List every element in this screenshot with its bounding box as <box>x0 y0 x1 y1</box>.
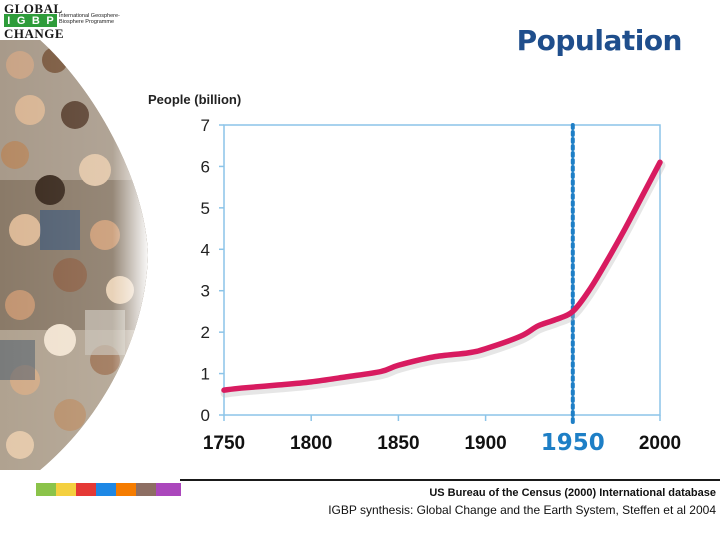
y-axis-label: People (billion) <box>148 92 241 107</box>
x-tick-label: 1900 <box>464 433 506 454</box>
x-tick-label: 1750 <box>203 433 245 454</box>
x-tick-label: 1800 <box>290 433 332 454</box>
year-marker: 1950 <box>541 123 605 456</box>
y-tick-label: 5 <box>201 199 210 218</box>
igbp-logo: GLOBAL I G B P International Geosphere-B… <box>4 2 124 42</box>
y-tick-label: 2 <box>201 323 210 342</box>
logo-letter: B <box>31 14 40 27</box>
x-ticks: 1750 1800 1850 1900 2000 <box>203 415 681 454</box>
x-tick-label: 1850 <box>377 433 419 454</box>
y-tick-label: 0 <box>201 406 210 425</box>
y-tick-label: 1 <box>201 365 210 384</box>
series-layer <box>220 159 666 398</box>
y-tick-label: 4 <box>201 240 210 259</box>
y-tick-label: 6 <box>201 157 210 176</box>
y-tick-label: 7 <box>201 116 210 135</box>
population-chart: People (billion) 0 1 2 3 4 5 6 7 1750 1800 1850 19… <box>148 92 681 456</box>
source-line-1: US Bureau of the Census (2000) Internati… <box>429 487 716 499</box>
series-line <box>221 159 663 393</box>
color-strip <box>36 483 181 496</box>
logo-letter: P <box>46 14 54 27</box>
logo-letter: I <box>7 14 11 27</box>
y-ticks: 0 1 2 3 4 5 6 7 <box>201 116 224 425</box>
source-line-2: IGBP synthesis: Global Change and the Ea… <box>328 503 716 517</box>
logo-subtitle: International Geosphere-Biosphere Progra… <box>59 13 120 25</box>
plot-frame <box>223 124 661 416</box>
logo-igbp-box: I G B P <box>4 14 57 27</box>
crowd-photo <box>0 40 148 470</box>
slide-title: Population <box>516 24 683 57</box>
logo-word-change: CHANGE <box>4 26 65 41</box>
bottom-rule <box>180 479 720 481</box>
y-tick-label: 3 <box>201 282 210 301</box>
year-marker-label: 1950 <box>541 430 605 456</box>
logo-letter: G <box>16 14 26 27</box>
x-tick-label: 2000 <box>639 433 681 454</box>
logo-word-global: GLOBAL <box>4 1 63 16</box>
